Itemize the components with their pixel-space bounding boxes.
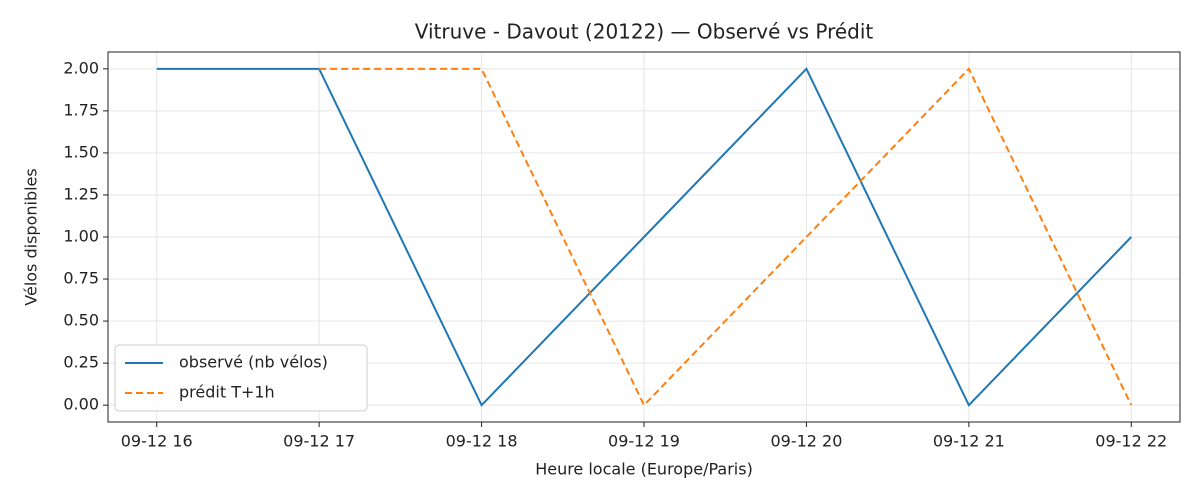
y-tick-label: 1.50 bbox=[63, 142, 99, 161]
y-tick-label: 0.00 bbox=[63, 395, 99, 414]
x-tick-label: 09-12 22 bbox=[1095, 432, 1167, 451]
y-tick-label: 0.25 bbox=[63, 353, 99, 372]
series-line bbox=[319, 67, 1133, 407]
x-tick-label: 09-12 21 bbox=[933, 432, 1005, 451]
x-axis-label: Heure locale (Europe/Paris) bbox=[535, 460, 753, 479]
x-tick-label: 09-12 19 bbox=[608, 432, 680, 451]
y-tick-label: 1.00 bbox=[63, 227, 99, 246]
x-tick-label: 09-12 16 bbox=[121, 432, 193, 451]
y-tick-label: 0.75 bbox=[63, 269, 99, 288]
x-tick-label: 09-12 17 bbox=[283, 432, 355, 451]
chart-title: Vitruve - Davout (20122) — Observé vs Pr… bbox=[415, 20, 874, 44]
y-tick-label: 0.50 bbox=[63, 311, 99, 330]
x-tick-label: 09-12 20 bbox=[770, 432, 842, 451]
legend-label: observé (nb vélos) bbox=[179, 353, 328, 372]
y-tick-label: 2.00 bbox=[63, 58, 99, 77]
y-tick-label: 1.75 bbox=[63, 100, 99, 119]
x-tick-label: 09-12 18 bbox=[446, 432, 518, 451]
legend-label: prédit T+1h bbox=[179, 383, 275, 402]
y-tick-label: 1.25 bbox=[63, 184, 99, 203]
plot-frame bbox=[107, 51, 1181, 423]
legend-box bbox=[114, 344, 368, 412]
y-axis-label: Vélos disponibles bbox=[22, 168, 41, 305]
